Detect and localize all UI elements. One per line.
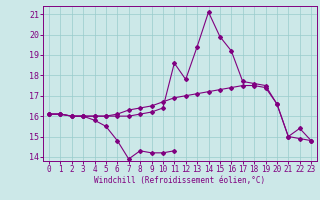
X-axis label: Windchill (Refroidissement éolien,°C): Windchill (Refroidissement éolien,°C) [94,176,266,185]
